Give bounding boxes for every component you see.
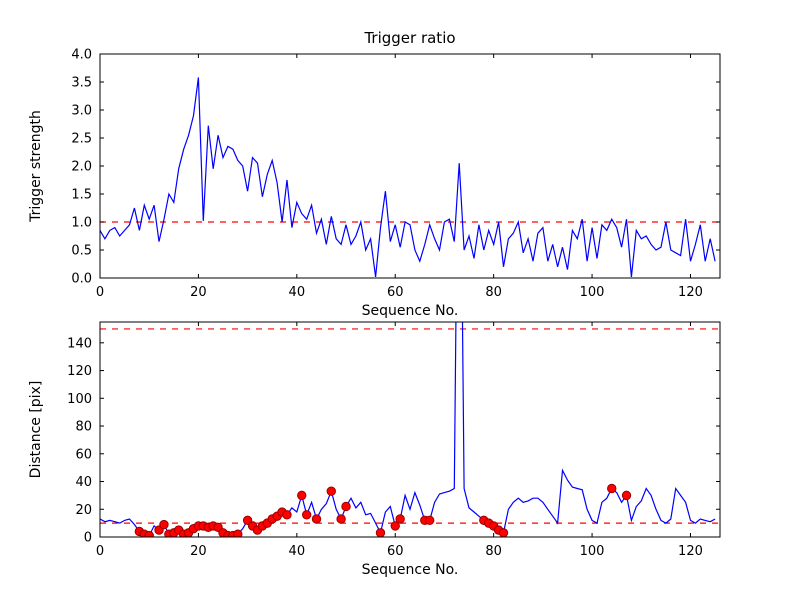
x-tick-label: 60 xyxy=(387,544,404,559)
trigger-marker xyxy=(498,528,509,537)
trigger-marker xyxy=(297,490,307,501)
x-axis-label: Sequence No. xyxy=(362,303,459,319)
trigger-marker xyxy=(144,530,154,537)
trigger-marker xyxy=(607,483,617,494)
trigger-marker xyxy=(301,510,312,520)
x-tick-label: 40 xyxy=(289,285,306,300)
trigger-marker xyxy=(336,514,346,524)
trigger-marker xyxy=(375,528,386,537)
x-tick-label: 100 xyxy=(580,285,605,300)
y-tick-label: 2.0 xyxy=(71,160,92,175)
y-tick-label: 80 xyxy=(75,420,92,435)
y-tick-label: 0.5 xyxy=(71,244,92,259)
x-tick-label: 0 xyxy=(96,285,104,300)
data-line xyxy=(100,322,716,537)
y-tick-label: 0.0 xyxy=(71,272,92,287)
y-axis-label: Trigger strength xyxy=(28,110,44,223)
subplot-1: 0 20 40 60 80 100 120 0 20 40 60 80 100 120 140 Sequenc… xyxy=(28,321,721,578)
trigger-marker xyxy=(390,521,400,531)
y-tick-label: 1.5 xyxy=(71,188,92,203)
y-tick-label: 3.5 xyxy=(71,76,92,91)
y-tick-label: 4.0 xyxy=(71,48,92,63)
x-tick-label: 80 xyxy=(485,285,502,300)
x-tick-label: 40 xyxy=(289,544,306,559)
subplot-0: 0 20 40 60 80 100 120 0.0 0.5 1.0 1.5 2.0 2.5 3.0 3.5 4… xyxy=(28,29,721,319)
trigger-marker xyxy=(311,514,322,524)
x-tick-label: 120 xyxy=(678,544,703,559)
y-tick-label: 0 xyxy=(84,531,92,546)
trigger-marker xyxy=(621,490,632,501)
trigger-marker xyxy=(282,510,292,520)
chart-title: Trigger ratio xyxy=(363,29,455,47)
y-tick-label: 60 xyxy=(75,447,92,462)
y-tick-label: 1.0 xyxy=(71,216,92,231)
trigger-marker xyxy=(159,519,169,530)
x-tick-label: 20 xyxy=(190,544,207,559)
x-tick-label: 120 xyxy=(678,285,703,300)
y-tick-label: 40 xyxy=(75,475,92,490)
axes-frame xyxy=(99,53,721,279)
data-line xyxy=(100,77,716,277)
trigger-marker xyxy=(395,514,405,524)
trigger-marker xyxy=(424,515,435,526)
trigger-marker xyxy=(341,501,351,512)
y-tick-label: 3.0 xyxy=(71,104,92,119)
axes-frame xyxy=(99,321,721,538)
x-tick-label: 80 xyxy=(485,544,502,559)
y-tick-label: 2.5 xyxy=(71,132,92,147)
x-tick-label: 60 xyxy=(387,285,404,300)
y-tick-label: 100 xyxy=(67,392,92,407)
y-tick-label: 120 xyxy=(67,364,92,379)
trigger-marker xyxy=(233,529,243,537)
y-tick-label: 20 xyxy=(75,503,92,518)
x-tick-label: 100 xyxy=(580,544,605,559)
x-tick-label: 0 xyxy=(96,544,104,559)
x-axis-label: Sequence No. xyxy=(362,562,459,578)
x-tick-label: 20 xyxy=(190,285,207,300)
y-tick-label: 140 xyxy=(67,336,92,351)
trigger-marker xyxy=(326,486,336,496)
y-axis-label: Distance [pix] xyxy=(28,381,44,479)
